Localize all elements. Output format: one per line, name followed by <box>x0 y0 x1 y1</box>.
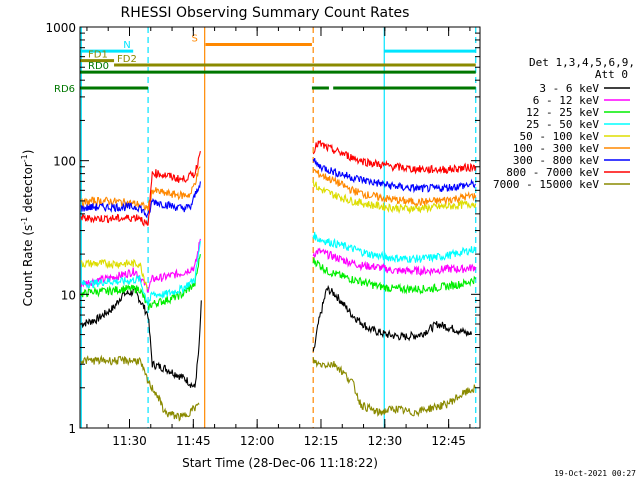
series-line-800-7000-kev-part-1 <box>80 150 201 227</box>
legend-label-25-50-kev: 25 - 50 keV <box>526 118 599 131</box>
series-line-12-25-kev-part-1 <box>80 253 201 311</box>
y-axis-label-sup1: -1 <box>20 217 29 225</box>
series-line-300-800-kev-part-1 <box>80 181 201 219</box>
legend-label-6-12-kev: 6 - 12 keV <box>533 94 600 107</box>
y-tick-label-1000: 1000 <box>45 21 76 35</box>
series-line-12-25-kev-part-2 <box>312 257 477 295</box>
y-axis-label-part1: Count Rate (s <box>21 225 35 307</box>
legend-label-50-100-kev: 50 - 100 keV <box>520 130 600 143</box>
series-line-50-100-kev-part-2 <box>312 179 477 215</box>
series-line-7000-15000-kev-part-2 <box>312 357 476 418</box>
series-line-800-7000-kev-part-2 <box>312 139 477 175</box>
legend-label-300-800-kev: 300 - 800 keV <box>513 154 599 167</box>
series-line-3-6-kev-part-2 <box>312 284 473 352</box>
series-line-25-50-kev-part-2 <box>312 231 477 264</box>
legend-header-attenuator: Att 0 <box>595 68 628 81</box>
flag-label-s: S <box>192 33 198 44</box>
y-axis-label-sup2: -1 <box>20 154 29 162</box>
flag-label-n: N <box>123 40 130 51</box>
series-line-100-300-kev-part-2 <box>312 168 477 208</box>
legend-label-800-7000-kev: 800 - 7000 keV <box>506 166 599 179</box>
plot-content: N S FD1 FD2 RD0 <box>80 27 477 428</box>
x-axis-label: Start Time (28-Dec-06 11:18:22) <box>182 456 378 470</box>
x-tick-label-11-30: 11:30 <box>112 434 147 448</box>
y-axis-label-part2: detector <box>21 162 35 217</box>
series-line-50-100-kev-part-1 <box>80 258 149 290</box>
x-tick-label-12-30: 12:30 <box>368 434 403 448</box>
series-line-6-12-kev-part-2 <box>312 247 477 277</box>
x-tick-label-12-45: 12:45 <box>431 434 466 448</box>
flag-label-rd0: RD0 <box>88 61 109 72</box>
x-tick-label-12-15: 12:15 <box>304 434 339 448</box>
legend-label-100-300-kev: 100 - 300 keV <box>513 142 599 155</box>
legend-label-12-25-kev: 12 - 25 keV <box>526 106 599 119</box>
series-line-25-50-kev-part-1 <box>81 241 201 307</box>
flag-label-rd6: RD6 <box>54 84 75 95</box>
y-tick-label-100: 100 <box>53 155 76 169</box>
legend-label-3-6-kev: 3 - 6 keV <box>539 82 599 95</box>
y-axis-label: Count Rate (s-1 detector-1) <box>20 150 35 307</box>
series-line-3-6-kev-part-1 <box>80 287 202 388</box>
x-tick-label-12-00: 12:00 <box>240 434 275 448</box>
x-tick-label-11-45: 11:45 <box>176 434 211 448</box>
legend-header-detectors: Det 1,3,4,5,6,9, <box>529 56 635 69</box>
y-tick-label-10: 10 <box>61 288 76 302</box>
y-axis-label-part3: ) <box>21 150 35 155</box>
plot-frame <box>79 26 481 429</box>
axes: RD6 1 10 100 1000 11:30 11:45 12:00 12:15 12:30 12… <box>45 21 481 448</box>
series-line-100-300-kev-part-1 <box>80 166 201 212</box>
flag-label-fd1: FD1 <box>88 50 108 61</box>
y-tick-label-1: 1 <box>68 422 76 436</box>
series-line-7000-15000-kev-part-1 <box>80 354 200 422</box>
series-line-300-800-kev-part-2 <box>312 157 477 194</box>
generation-timestamp: 19-Oct-2021 00:27 <box>554 469 636 478</box>
flag-label-fd2: FD2 <box>117 54 137 65</box>
plot-area: N S FD1 FD2 RD0 <box>80 27 477 428</box>
chart-title: RHESSI Observing Summary Count Rates <box>121 5 410 21</box>
legend-label-7000-15000-kev: 7000 - 15000 keV <box>493 178 599 191</box>
